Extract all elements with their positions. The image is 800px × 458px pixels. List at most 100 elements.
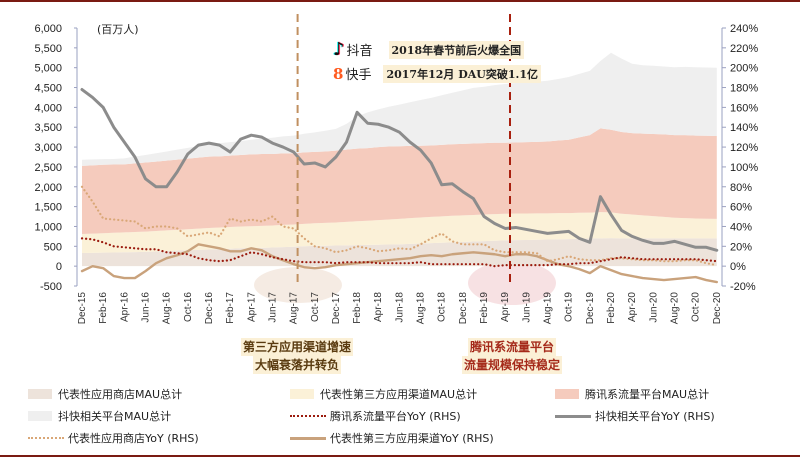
x-tick-label: Oct-19 [564,292,575,322]
x-tick-label: Oct-17 [310,292,321,322]
x-tick-label: Apr-18 [373,292,384,322]
legend-item: 代表性第三方应用渠道YoY (RHS) [290,430,494,446]
legend-label: 代表性应用商店YoY (RHS) [68,432,199,445]
left-tick-label: 1,000 [34,221,62,233]
unit-label: (百万人) [97,23,139,36]
x-tick-label: Jun-17 [267,292,278,323]
kuaishou-label: 快手 [345,68,372,83]
x-tick-label: Jun-16 [140,292,151,323]
right-tick-label: -20% [730,281,756,293]
left-tick-label: 1,500 [34,202,62,214]
legend-label: 抖快相关平台MAU总计 [58,410,172,423]
x-tick-label: Feb-16 [98,292,109,324]
note-tencent-line2: 流量规模保持稳定 [461,356,562,374]
legend-label: 代表性应用商店MAU总计 [58,388,183,401]
x-tick-label: Dec-19 [585,292,596,325]
left-tick-label: 6,000 [34,23,62,35]
legend-item: 腾讯系流量平台YoY (RHS) [290,408,461,424]
x-tick-label: Dec-16 [204,292,215,325]
left-tick-label: 2,000 [34,182,62,194]
x-tick-label: Jun-18 [394,292,405,323]
kuaishou-logo-icon: 8 [333,64,344,83]
legend-swatch [555,389,579,399]
x-tick-label: Apr-19 [500,292,511,322]
right-tick-label: 80% [730,182,752,194]
x-tick-label: Feb-20 [606,292,617,324]
legend-label: 腾讯系流量平台YoY (RHS) [330,410,461,423]
note-tencent: 腾讯系流量平台 流量规模保持稳定 [432,338,592,374]
x-tick-label: Dec-18 [458,292,469,325]
kuaishou-note: 2017年12月 DAU突破1.1亿 [383,64,542,83]
kuaishou-annotation: 8 快手 2017年12月 DAU突破1.1亿 [333,64,542,83]
left-tick-label: 3,000 [34,142,62,154]
area-series-2 [82,128,717,235]
x-tick-label: Jun-19 [521,292,532,323]
legend-item: 代表性第三方应用渠道MAU总计 [290,386,477,402]
area-series-1 [82,212,717,254]
right-tick-label: 100% [730,162,758,174]
right-tick-label: 60% [730,202,752,214]
x-tick-label: Oct-18 [437,292,448,322]
douyin-logo-icon: ♪ [333,39,345,60]
x-tick-label: Dec-15 [77,292,88,325]
legend-line-icon [555,414,591,418]
bottom-rule [0,455,800,457]
x-tick-label: Jun-20 [648,292,659,323]
right-tick-label: 240% [730,23,758,35]
legend-item: 抖快相关平台MAU总计 [28,408,171,424]
x-tick-label: Feb-18 [352,292,363,324]
right-tick-label: 160% [730,102,758,114]
x-tick-label: Feb-19 [479,292,490,324]
left-tick-label: 5,500 [34,43,62,55]
x-tick-label: Apr-17 [246,292,257,322]
x-tick-label: Feb-17 [225,292,236,324]
douyin-annotation: ♪ 抖音 2018年春节前后火爆全国 [333,39,525,60]
legend-line-icon [290,436,326,440]
x-tick-label: Aug-19 [543,292,554,325]
legend-line-icon [28,437,64,439]
x-tick-label: Aug-20 [669,292,680,325]
line-series-0 [80,237,718,268]
legend-swatch [28,411,52,421]
legend-swatch [290,389,314,399]
highlight-ellipse-pink [468,261,556,305]
area-series-3 [82,52,717,166]
x-tick-label: Dec-20 [712,292,723,325]
legend-line-icon [290,415,326,417]
x-tick-label: Apr-20 [627,292,638,322]
right-tick-label: 0% [730,261,746,273]
legend-label: 代表性第三方应用渠道MAU总计 [320,388,478,401]
note-third-party-line2: 大幅衰落并转负 [252,356,341,374]
note-third-party-line1: 第三方应用渠道增速 [240,338,353,356]
right-tick-label: 220% [730,43,758,55]
legend-swatch [28,389,52,399]
x-tick-label: Aug-17 [289,292,300,325]
legend-label: 抖快相关平台YoY (RHS) [595,410,715,423]
right-tick-label: 20% [730,241,752,253]
x-tick-label: Oct-16 [183,292,194,322]
x-tick-label: Aug-16 [162,292,173,325]
note-tencent-line1: 腾讯系流量平台 [467,338,556,356]
left-tick-label: 500 [44,241,62,253]
left-tick-label: 5,000 [34,63,62,75]
highlight-ellipse-tan [254,267,342,303]
left-tick-label: 4,500 [34,83,62,95]
legend-label: 腾讯系流量平台MAU总计 [585,388,710,401]
x-tick-label: Apr-16 [119,292,130,322]
left-tick-label: 2,500 [34,162,62,174]
right-tick-label: 140% [730,122,758,134]
right-tick-label: 200% [730,63,758,75]
left-tick-label: 4,000 [34,102,62,114]
left-tick-label: -500 [40,281,62,293]
douyin-label: 抖音 [346,44,373,59]
legend-item: 代表性应用商店MAU总计 [28,386,182,402]
right-tick-label: 120% [730,142,758,154]
note-third-party: 第三方应用渠道增速 大幅衰落并转负 [217,338,377,374]
right-tick-label: 40% [730,221,752,233]
douyin-note: 2018年春节前后火爆全国 [388,40,525,59]
x-tick-label: Aug-18 [416,292,427,325]
x-tick-label: Dec-17 [331,292,342,325]
line-series-3 [80,243,718,284]
legend-label: 代表性第三方应用渠道YoY (RHS) [330,432,494,445]
